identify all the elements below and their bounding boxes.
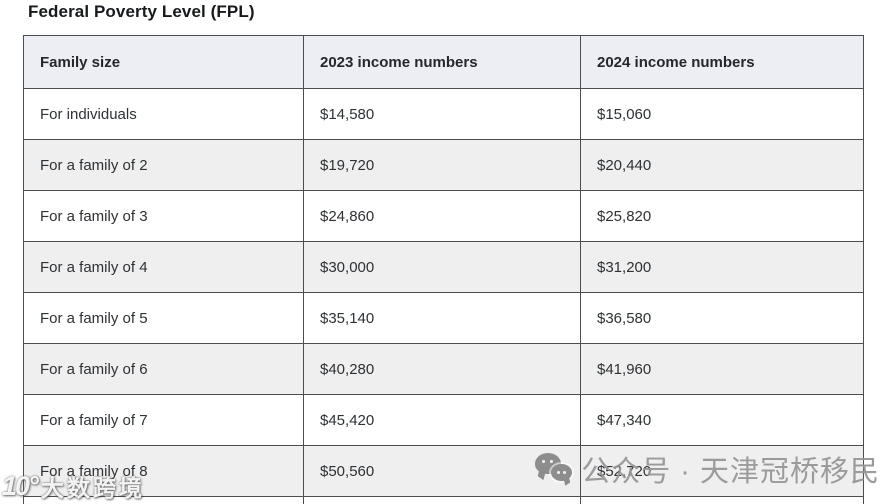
table-row: For a family of 6 $40,280 $41,960 — [23, 343, 864, 395]
page-title: Federal Poverty Level (FPL) — [28, 2, 255, 21]
cell-income-2024: $52,720 — [580, 445, 864, 497]
cell-family-size: For a family of 5 — [23, 292, 304, 344]
cell-family-size: For a family of 2 — [23, 139, 304, 191]
table-row: For a family of 2 $19,720 $20,440 — [23, 139, 864, 191]
cell-income-2024: $41,960 — [580, 343, 864, 395]
cell-income-2024 — [580, 496, 864, 504]
cell-family-size: For a family of 7 — [23, 394, 304, 446]
table-row: For a family of 4 $30,000 $31,200 — [23, 241, 864, 293]
table-body: For individuals $14,580 $15,060 For a fa… — [23, 88, 864, 504]
cell-income-2024: $15,060 — [580, 88, 864, 140]
cell-income-2023: $24,860 — [303, 190, 581, 242]
cell-income-2023: $30,000 — [303, 241, 581, 293]
cell-income-2023: $35,140 — [303, 292, 581, 344]
cell-income-2024: $36,580 — [580, 292, 864, 344]
cell-income-2024: $47,340 — [580, 394, 864, 446]
table-row: For a family of 8 $50,560 $52,720 — [23, 445, 864, 497]
header-row: Family size 2023 income numbers 2024 inc… — [23, 35, 864, 89]
table-header: Family size 2023 income numbers 2024 inc… — [23, 35, 864, 89]
cell-income-2024: $20,440 — [580, 139, 864, 191]
cell-family-size: For a family of 3 — [23, 190, 304, 242]
cell-family-size: For a family of 8 — [23, 445, 304, 497]
cell-family-size: For individuals — [23, 88, 304, 140]
table-row: For a family of 3 $24,860 $25,820 — [23, 190, 864, 242]
table-row: For individuals $14,580 $15,060 — [23, 88, 864, 140]
table-row-partial — [23, 496, 864, 504]
cell-income-2023: $14,580 — [303, 88, 581, 140]
table-row: For a family of 5 $35,140 $36,580 — [23, 292, 864, 344]
header-2023-income: 2023 income numbers — [303, 35, 581, 89]
cell-family-size: For a family of 4 — [23, 241, 304, 293]
header-2024-income: 2024 income numbers — [580, 35, 864, 89]
cell-income-2024: $31,200 — [580, 241, 864, 293]
cell-family-size: For a family of 6 — [23, 343, 304, 395]
cell-income-2023 — [303, 496, 581, 504]
cell-family-size — [23, 496, 304, 504]
table-row: For a family of 7 $45,420 $47,340 — [23, 394, 864, 446]
fpl-table: Family size 2023 income numbers 2024 inc… — [23, 35, 864, 504]
header-family-size: Family size — [23, 35, 304, 89]
cell-income-2023: $50,560 — [303, 445, 581, 497]
cell-income-2023: $19,720 — [303, 139, 581, 191]
cell-income-2023: $45,420 — [303, 394, 581, 446]
cell-income-2024: $25,820 — [580, 190, 864, 242]
cell-income-2023: $40,280 — [303, 343, 581, 395]
